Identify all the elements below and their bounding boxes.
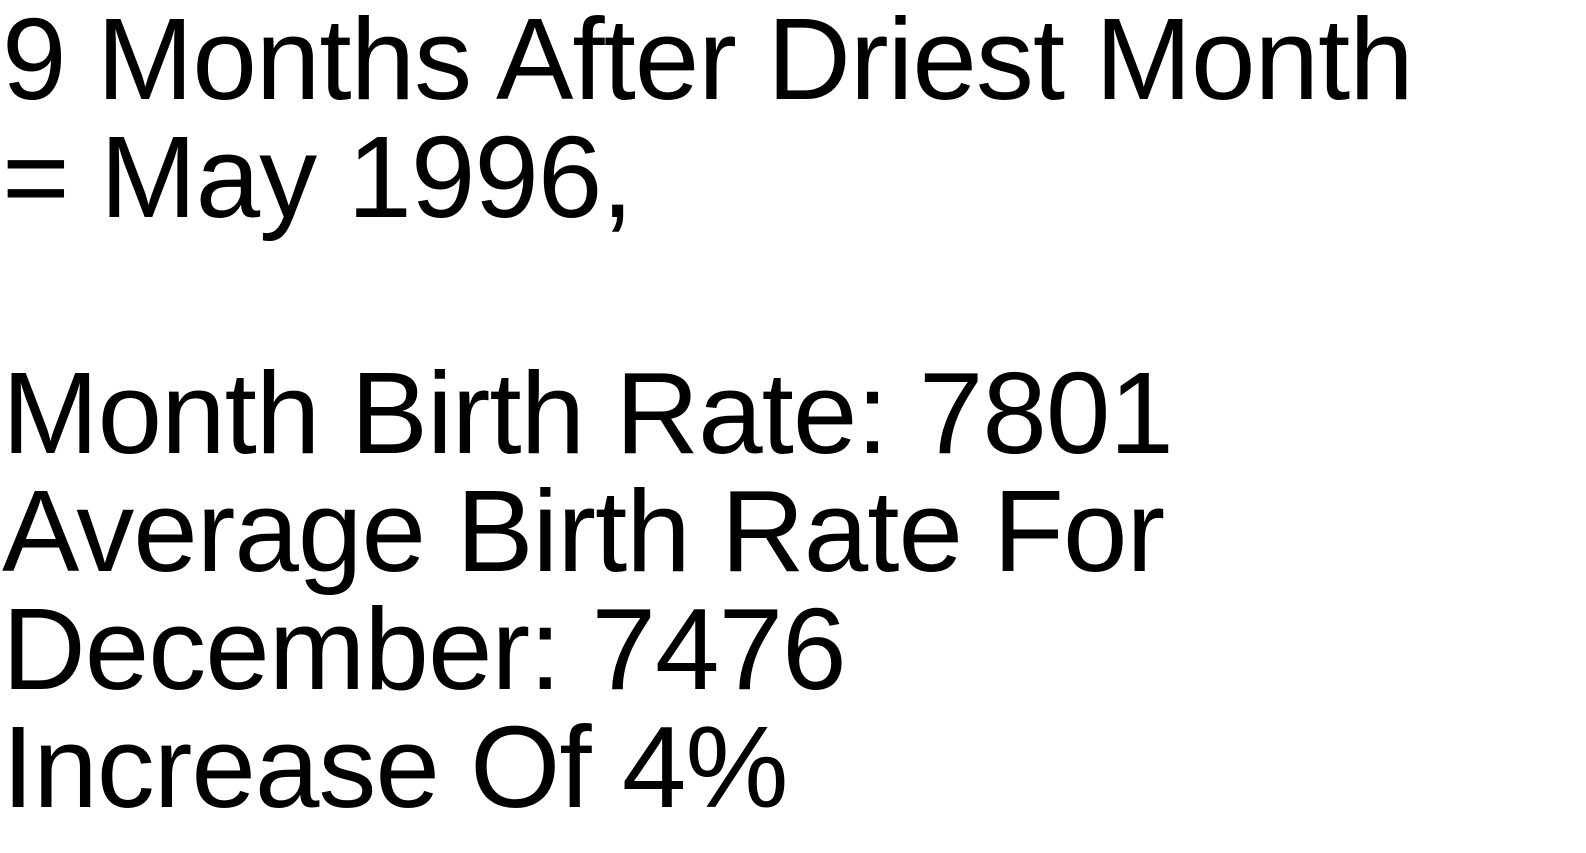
- heading-line-2: = May 1996,: [2, 112, 634, 242]
- heading-line-1: 9 Months After Driest Month: [2, 0, 1414, 124]
- blank-line: [0, 236, 1586, 354]
- average-birth-rate-label: Average Birth Rate For: [2, 466, 1165, 596]
- increase-percent: Increase Of 4%: [2, 702, 788, 832]
- message-text: 9 Months After Driest Month = May 1996, …: [0, 0, 1586, 832]
- december-birth-rate: December: 7476: [2, 584, 847, 714]
- month-birth-rate: Month Birth Rate: 7801: [2, 348, 1174, 478]
